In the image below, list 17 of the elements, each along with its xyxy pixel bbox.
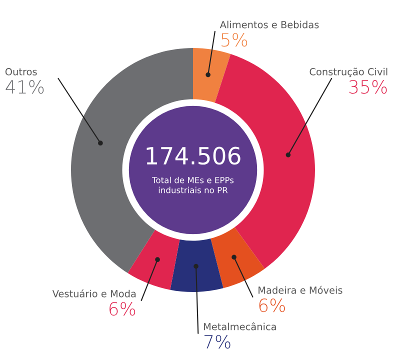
- slice-label: Construção Civil: [310, 68, 388, 78]
- text: 174.506: [146, 146, 240, 165]
- slice-label: Vestuário e Moda: [52, 289, 136, 298]
- data-label: 6%: [110, 302, 136, 316]
- data-label: 5%: [222, 32, 248, 47]
- donut-slice: [170, 238, 224, 292]
- slice-label: Alimentos e Bebidas: [220, 20, 319, 28]
- slice-label: Madeira e Móveis: [258, 286, 342, 294]
- data-label: 35%: [349, 80, 387, 94]
- donut-slice: [128, 230, 180, 290]
- text: Total de MEs e EPPs industriais no PR: [152, 176, 234, 194]
- data-label: 7%: [204, 334, 230, 349]
- slice-label: Outros: [5, 68, 37, 76]
- slice-label: Metalmecânica: [204, 322, 276, 330]
- data-label: 41%: [6, 80, 44, 94]
- data-label: 6%: [259, 298, 285, 312]
- donut-slice: [193, 48, 231, 103]
